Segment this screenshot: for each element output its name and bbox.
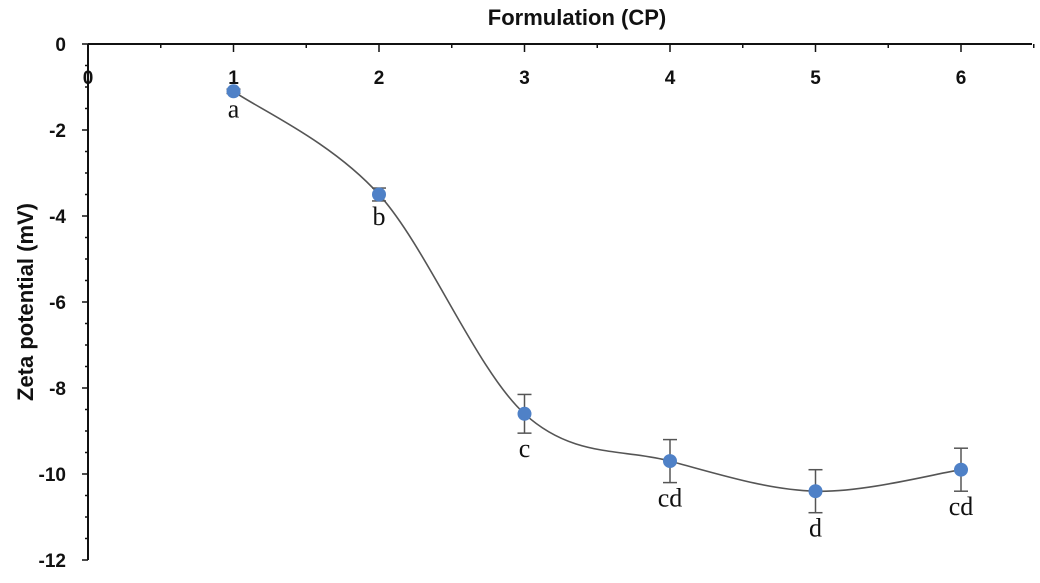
x-tick-label: 1 — [228, 68, 239, 89]
y-tick-label: -8 — [49, 379, 66, 400]
data-points — [226, 84, 968, 499]
x-tick-label: 4 — [665, 68, 676, 89]
x-tick-label: 3 — [519, 68, 530, 89]
x-tick-label: 5 — [810, 68, 821, 89]
y-axis-title: Zeta potential (mV) — [13, 203, 38, 401]
significance-label: d — [809, 514, 822, 543]
data-point — [663, 454, 677, 469]
significance-label: cd — [658, 484, 683, 513]
data-point — [954, 462, 968, 477]
data-point — [226, 84, 241, 99]
series-curve — [233, 90, 962, 493]
x-tick-label: 6 — [956, 68, 967, 89]
series-line — [233, 90, 962, 493]
y-tick-label: 0 — [55, 35, 66, 56]
x-tick-label: 0 — [83, 68, 94, 89]
y-tick-label: -4 — [49, 207, 66, 228]
x-tick-label: 2 — [374, 68, 385, 89]
data-point — [372, 187, 386, 202]
significance-label: c — [519, 434, 531, 463]
axes: 0 -2 -4 -6 -8 -10 -12 0 1 2 3 4 5 6 — [39, 35, 1035, 572]
significance-label: b — [373, 202, 386, 231]
data-point — [808, 484, 823, 499]
y-tick-label: -2 — [49, 121, 66, 142]
significance-labels: a b c cd d cd — [228, 94, 974, 542]
y-tick-label: -6 — [49, 293, 66, 314]
significance-label: a — [228, 94, 240, 123]
y-tick-label: -10 — [39, 465, 66, 486]
x-axis-title: Formulation (CP) — [488, 5, 666, 30]
significance-label: cd — [949, 492, 974, 521]
y-tick-label: -12 — [39, 551, 66, 572]
data-point — [517, 406, 532, 421]
